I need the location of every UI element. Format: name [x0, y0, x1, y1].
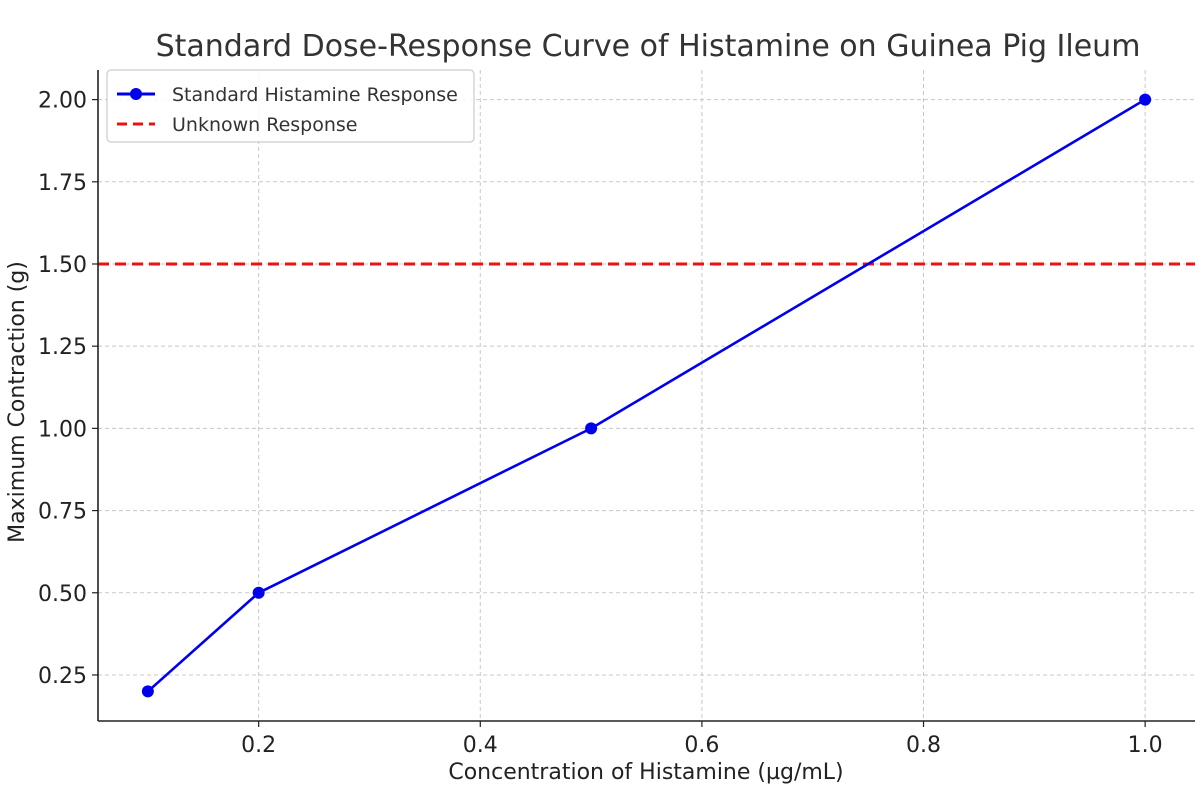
y-tick-label-2: 0.75: [38, 500, 87, 525]
legend: Standard Histamine Response Unknown Resp…: [106, 69, 475, 143]
y-tick-label-3: 1.00: [38, 417, 87, 442]
axes: [97, 70, 1195, 722]
legend-marker-standard: [130, 88, 142, 100]
y-tick-label-5: 1.50: [38, 253, 87, 278]
x-tick-label-3: 0.8: [906, 733, 941, 758]
series-layer: [141, 93, 1152, 698]
legend-box: [106, 69, 475, 143]
y-tick-label-7: 2.00: [38, 89, 87, 114]
x-axis-label: Concentration of Histamine (µg/mL): [448, 760, 843, 785]
series-line-0: [146, 98, 1146, 693]
x-tick-label-0: 0.2: [241, 733, 276, 758]
data-point-0-2: [585, 422, 598, 435]
y-tick-label-6: 1.75: [38, 171, 87, 196]
legend-label-unknown: Unknown Response: [172, 114, 358, 136]
data-point-0-3: [1139, 93, 1152, 106]
chart-title: Standard Dose-Response Curve of Histamin…: [156, 29, 1141, 64]
legend-label-standard: Standard Histamine Response: [172, 84, 458, 106]
y-tick-label-0: 0.25: [38, 664, 87, 689]
x-tick-label-1: 0.4: [463, 733, 498, 758]
y-tick-label-1: 0.50: [38, 582, 87, 607]
y-axis-label: Maximum Contraction (g): [5, 261, 30, 543]
data-point-0-1: [252, 586, 265, 599]
ticks: 0.2 0.4 0.6 0.8 1.0 0.25 0.50 0.75 1.00 1.25 1.50 1…: [38, 89, 1163, 758]
x-tick-label-4: 1.0: [1128, 733, 1163, 758]
data-point-0-0: [141, 685, 154, 698]
y-tick-label-4: 1.25: [38, 335, 87, 360]
x-tick-label-2: 0.6: [684, 733, 719, 758]
